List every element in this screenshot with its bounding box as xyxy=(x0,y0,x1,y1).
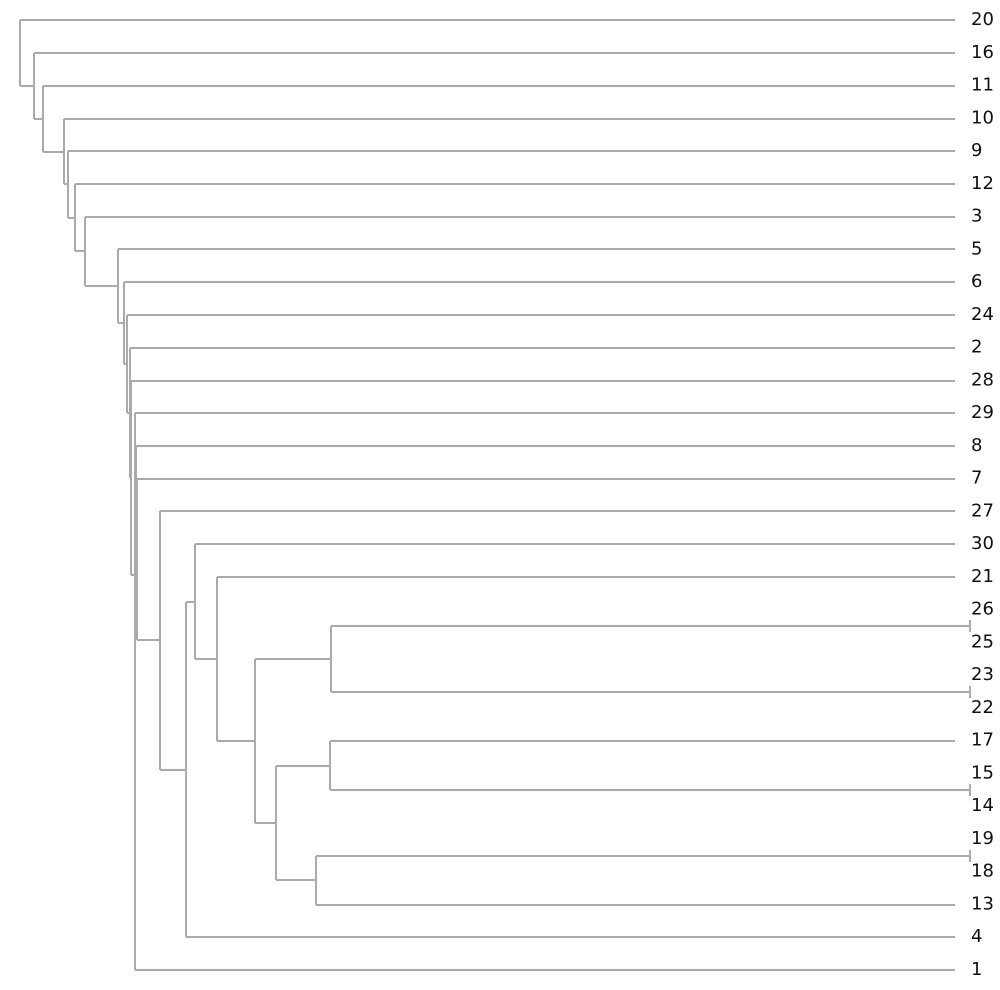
leaf-label: 5 xyxy=(971,238,982,259)
leaf-label: 18 xyxy=(971,861,994,882)
leaf-label: 30 xyxy=(971,533,994,554)
leaf-label: 16 xyxy=(971,42,994,63)
leaf-label: 13 xyxy=(971,893,994,914)
leaf-label: 25 xyxy=(971,631,994,652)
leaf-label: 9 xyxy=(971,140,982,161)
leaf-label: 2 xyxy=(971,337,982,358)
leaf-label: 1 xyxy=(971,959,982,980)
leaf-label: 19 xyxy=(971,828,994,849)
leaf-label: 12 xyxy=(971,173,994,194)
leaf-label: 6 xyxy=(971,271,982,292)
leaf-label: 29 xyxy=(971,402,994,423)
leaf-label: 14 xyxy=(971,795,994,816)
leaf-label: 4 xyxy=(971,926,982,947)
leaf-label: 23 xyxy=(971,664,994,685)
leaf-label: 28 xyxy=(971,369,994,390)
leaf-label: 26 xyxy=(971,599,994,620)
leaf-label: 11 xyxy=(971,75,994,96)
leaf-label: 10 xyxy=(971,107,994,128)
leaf-label: 3 xyxy=(971,206,982,227)
leaf-label: 7 xyxy=(971,468,982,489)
leaf-label: 17 xyxy=(971,730,994,751)
leaf-label: 8 xyxy=(971,435,982,456)
leaf-label: 22 xyxy=(971,697,994,718)
leaf-label: 21 xyxy=(971,566,994,587)
leaf-label: 24 xyxy=(971,304,994,325)
leaf-label: 15 xyxy=(971,762,994,783)
leaf-label: 27 xyxy=(971,500,994,521)
leaf-label: 20 xyxy=(971,9,994,30)
dendrogram-branches xyxy=(19,19,971,971)
